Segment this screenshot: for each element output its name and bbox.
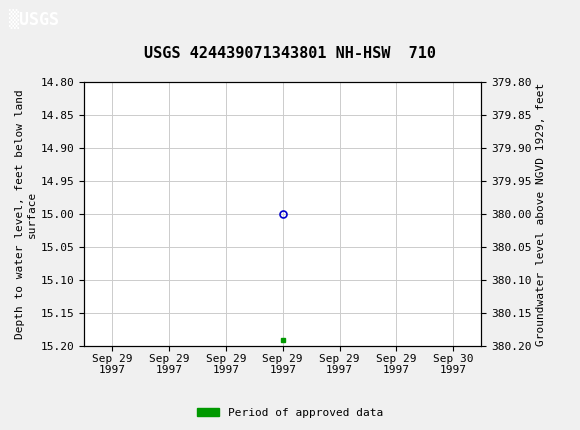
Text: USGS 424439071343801 NH-HSW  710: USGS 424439071343801 NH-HSW 710 [144, 46, 436, 61]
Text: ▒USGS: ▒USGS [9, 9, 59, 29]
Y-axis label: Groundwater level above NGVD 1929, feet: Groundwater level above NGVD 1929, feet [536, 82, 546, 346]
Legend: Period of approved data: Period of approved data [193, 403, 387, 422]
Y-axis label: Depth to water level, feet below land
surface: Depth to water level, feet below land su… [15, 89, 37, 339]
